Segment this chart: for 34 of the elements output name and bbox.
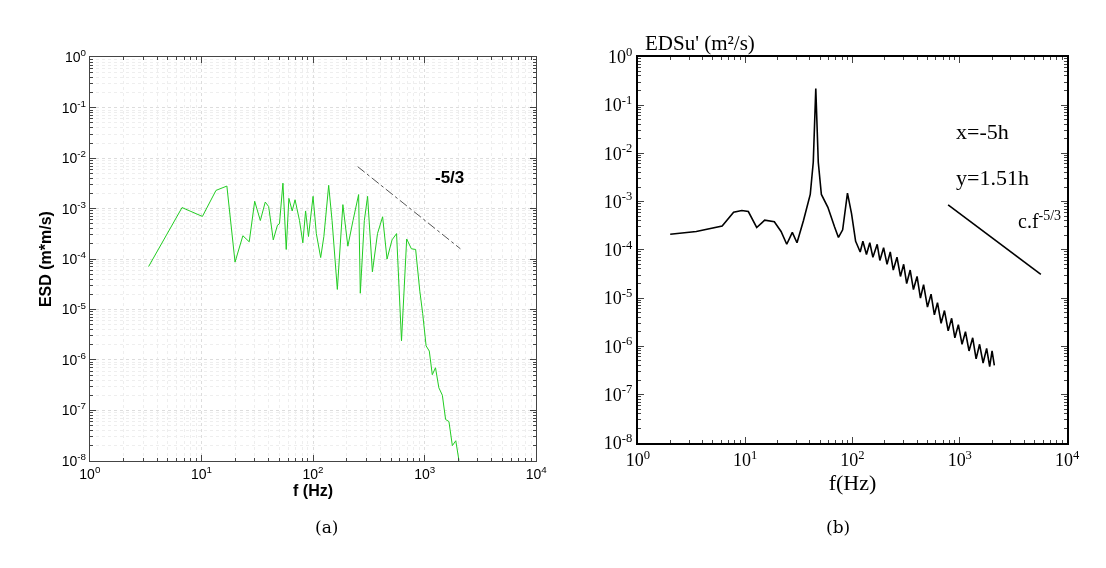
y-tick-label: 10$^{-4}$ [61, 249, 87, 267]
y-tick-label: 10$^{-2}$ [61, 148, 87, 167]
y-tick-label: 10$^{-3}$ [603, 189, 633, 212]
y-tick-label: 10$^{-3}$ [61, 198, 87, 217]
x-tick-label: 10$^{1}$ [733, 447, 758, 471]
y-tick-label: 10$^{-1}$ [603, 92, 633, 116]
x-tick-label: 10$^{3}$ [947, 447, 972, 471]
x-tick-label: 10$^{3}$ [414, 463, 436, 482]
series-label: c.f$^{-5/3}$ [1018, 208, 1062, 233]
y-tick-label: 10$^{0}$ [65, 47, 87, 66]
x-tick-label: 10$^{2}$ [840, 447, 865, 471]
y-tick-label: 10$^{-5}$ [61, 299, 87, 318]
y-tick-label: 10$^{-2}$ [603, 141, 633, 164]
x-tick-label: 10$^{2}$ [302, 463, 324, 482]
x-tick-label: 10$^{4}$ [1054, 447, 1080, 471]
y-tick-label: 10$^{-7}$ [603, 382, 633, 405]
y-tick-label: 10$^{-5}$ [603, 285, 633, 309]
x-tick-label: 10$^{4}$ [525, 463, 548, 482]
y-tick-label: 10$^{-6}$ [61, 349, 87, 368]
y-tick-label: 10$^{-7}$ [61, 400, 87, 419]
y-tick-label: 10$^{-6}$ [603, 334, 633, 357]
annotation: y=1.51h [956, 165, 1029, 190]
x-tick-label: 10$^{1}$ [190, 463, 212, 482]
series-label: -5/3 [435, 168, 465, 187]
y-tick-label: 10$^{-4}$ [603, 237, 633, 261]
y-axis-title: EDSu' (m²/s) [645, 31, 755, 55]
text: (a) [315, 517, 339, 537]
text: (b) [826, 517, 851, 537]
annotation: x=-5h [956, 119, 1009, 144]
y-tick-label: 10$^{-1}$ [61, 97, 87, 116]
y-tick-label: 10$^{0}$ [608, 44, 633, 68]
y-axis-title: ESD (m*m/s) [36, 211, 54, 308]
x-axis-title: f (Hz) [293, 482, 334, 500]
x-axis-title: f(Hz) [828, 470, 877, 496]
